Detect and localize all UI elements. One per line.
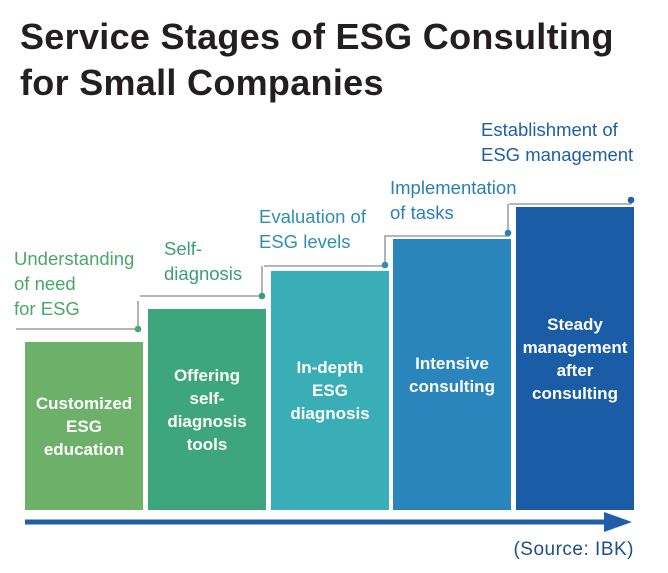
stage-3-label: Evaluation of ESG levels	[259, 206, 366, 252]
stage-2-label: Self- diagnosis	[164, 238, 243, 284]
stage-3-bar: In-depth ESG diagnosis	[271, 271, 389, 510]
connector-4	[386, 204, 509, 237]
title-line-1: Service Stages of ESG Consulting	[20, 16, 614, 57]
connector-1	[16, 301, 139, 330]
stage-4-bar-text: Intensive consulting	[409, 353, 495, 396]
connector-dot-3	[381, 261, 389, 269]
stage-4-label: Implementation of tasks	[390, 177, 517, 223]
connector-2	[140, 266, 263, 297]
timeline-arrow	[25, 512, 632, 532]
stage-2-bar: Offering self- diagnosis tools	[148, 309, 266, 510]
connector-3	[264, 235, 386, 267]
stage-5-bar-text: Steady management after consulting	[522, 314, 628, 403]
stage-1-label: Understanding of need for ESG	[14, 248, 135, 319]
diagram-title: Service Stages of ESG Consulting for Sma…	[20, 14, 660, 106]
connector-dot-5	[627, 196, 635, 204]
connector-dot-4	[504, 229, 512, 237]
stage-1-bar-text: Customized ESG education	[35, 393, 133, 459]
stage-2-bar-text: Offering self- diagnosis tools	[167, 365, 247, 454]
connector-5	[509, 200, 632, 205]
stage-3-bar-text: In-depth ESG diagnosis	[290, 358, 370, 423]
title-line-2: for Small Companies	[20, 62, 384, 103]
stage-5-label: Establishment of ESG management	[481, 119, 634, 165]
stage-4-bar: Intensive consulting	[393, 239, 511, 510]
connector-dot-2	[258, 292, 266, 300]
connector-dot-1	[134, 325, 142, 333]
source-note: (Source: IBK)	[513, 539, 634, 560]
stage-5-bar: Steady management after consulting	[516, 207, 634, 510]
stage-1-bar: Customized ESG education	[25, 342, 143, 510]
